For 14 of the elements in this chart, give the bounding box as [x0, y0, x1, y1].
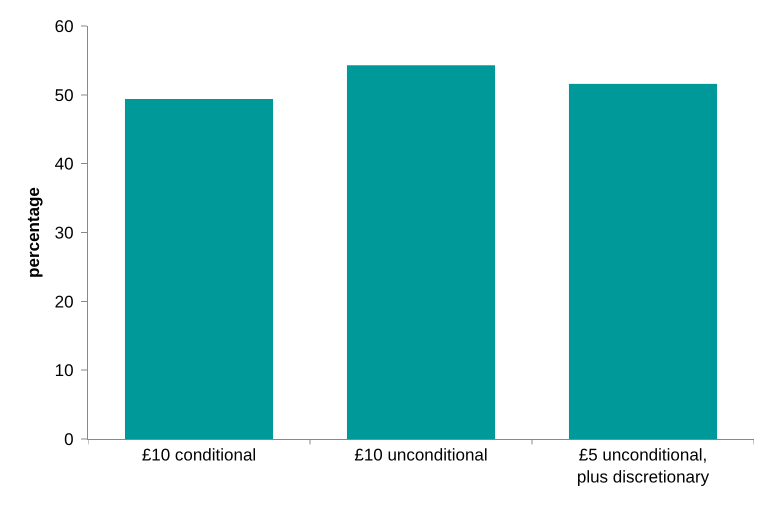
x-tick-label: £10 unconditional [354, 445, 488, 464]
y-tick-label: 40 [54, 154, 74, 174]
y-tick-label: 20 [54, 292, 74, 312]
bar [568, 84, 718, 439]
y-tick-label: 50 [54, 86, 74, 105]
x-tick-label: £10 conditional [142, 445, 256, 464]
bar [346, 65, 496, 439]
y-tick-label: 30 [54, 223, 74, 242]
y-tick-label: 60 [54, 16, 74, 36]
y-tick-label: 0 [64, 430, 74, 449]
y-axis-title: percentage [24, 187, 44, 278]
x-tick-label: £5 unconditional, plus discretionary [576, 445, 710, 486]
y-tick-label: 10 [54, 361, 74, 380]
bar [124, 98, 274, 439]
